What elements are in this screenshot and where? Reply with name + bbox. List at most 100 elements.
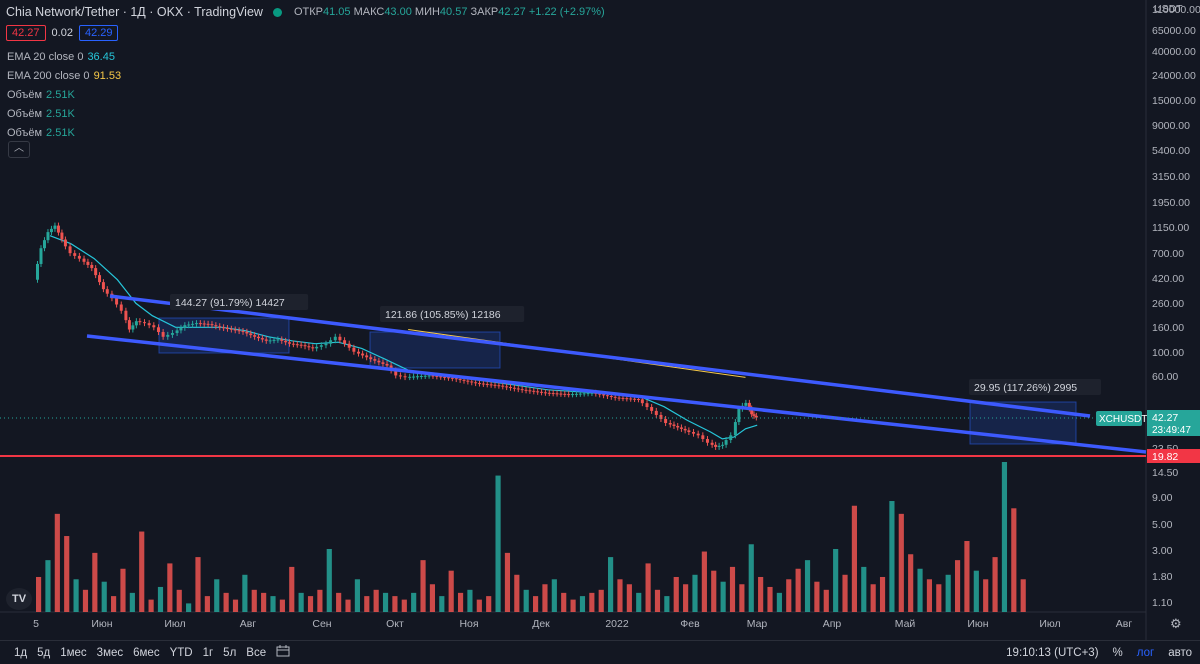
volume-bar — [467, 589, 473, 612]
horizontal-line[interactable] — [0, 417, 1146, 457]
time-tick-label: Июн — [967, 618, 988, 630]
tradingview-logo[interactable]: TV — [6, 588, 32, 610]
candle-body — [493, 384, 497, 386]
volume-bar — [579, 596, 586, 612]
volume-bar — [242, 574, 248, 612]
log-scale-toggle[interactable]: лог — [1136, 646, 1155, 659]
candle-body — [701, 435, 705, 440]
candle-body — [143, 322, 147, 324]
price-tick-label: 1.10 — [1152, 597, 1173, 609]
timeframe-1m[interactable]: 1мес — [60, 646, 87, 659]
volume-bar — [664, 596, 670, 612]
candle-body — [458, 379, 462, 381]
percent-scale-toggle[interactable]: % — [1112, 646, 1123, 659]
price-tick-label: 3.00 — [1152, 545, 1173, 557]
candle-body — [56, 225, 60, 233]
volume-bar — [954, 560, 961, 612]
gear-icon[interactable]: ⚙ — [1170, 616, 1182, 631]
volume-bar — [908, 554, 914, 612]
candle-body — [253, 335, 257, 337]
bid-price[interactable]: 42.27 — [6, 25, 46, 41]
volume-bar — [364, 596, 370, 612]
timeframe-5d[interactable]: 5д — [37, 646, 51, 659]
candle-body — [636, 399, 640, 401]
candle-body — [357, 351, 361, 354]
volume-bar — [354, 579, 360, 612]
volume-bar — [992, 557, 998, 612]
price-tick-label: 1950.00 — [1152, 197, 1190, 209]
volume-bar — [626, 584, 632, 612]
timeframe-5y[interactable]: 5л — [223, 646, 237, 659]
candle-body — [705, 439, 709, 443]
indicator-ema200[interactable]: EMA 200 close 0 91.53 — [7, 70, 122, 82]
timeframe-3m[interactable]: 3мес — [96, 646, 124, 659]
candle-body — [187, 324, 191, 326]
candle-body — [408, 376, 412, 378]
calendar-range-icon[interactable] — [276, 645, 290, 660]
clock[interactable]: 19:10:13 (UTC+3) — [1006, 646, 1099, 659]
candle-body — [640, 399, 644, 404]
candle-body — [105, 289, 109, 294]
price-tick-label: 14.50 — [1152, 467, 1178, 479]
ema20-path — [49, 235, 758, 440]
candle-body — [524, 389, 528, 391]
trend-channel[interactable] — [86, 294, 1147, 454]
candle-body — [555, 393, 559, 395]
market-status-icon[interactable] — [272, 7, 282, 17]
chevron-up-icon[interactable]: ︿ — [8, 141, 30, 158]
candle-body — [450, 377, 454, 379]
price-tick-label: 100.00 — [1152, 347, 1184, 359]
indicator-volume[interactable]: Объём 2.51K — [7, 108, 75, 120]
ask-price[interactable]: 42.29 — [78, 25, 119, 41]
indicator-ema20[interactable]: EMA 20 close 0 36.45 — [7, 51, 115, 63]
candle-body — [138, 321, 142, 323]
volume-bar — [317, 589, 323, 612]
volume-bar — [345, 599, 351, 612]
candle-body — [60, 232, 64, 240]
candle-body — [210, 324, 214, 326]
candle-body — [170, 333, 174, 335]
volume-bar — [833, 548, 839, 612]
spread-value: 0.02 — [51, 27, 73, 39]
candle-body — [696, 433, 700, 436]
volume-bar — [167, 563, 173, 612]
candle-body — [563, 393, 567, 395]
volume-bar — [748, 544, 754, 612]
last-price-box — [1147, 410, 1200, 436]
volume-bar — [298, 592, 304, 612]
symbol-title[interactable]: Chia Network/Tether · 1Д · OKX · Trading… — [6, 5, 263, 19]
candle-body — [516, 388, 520, 390]
price-tick-label: 5400.00 — [1152, 145, 1190, 157]
volume-bar — [251, 589, 257, 612]
auto-scale-toggle[interactable]: авто — [1168, 646, 1192, 659]
price-axis[interactable]: 110000.00 65000.00 40000.00 24000.00 15000.0… — [1152, 3, 1200, 631]
volume-bar — [842, 574, 848, 612]
price-tick-label: 40000.00 — [1152, 46, 1196, 58]
timeframe-all[interactable]: Все — [246, 646, 267, 659]
volume-bar — [476, 599, 482, 612]
time-tick-label: Апр — [823, 618, 842, 630]
candle-body — [466, 380, 470, 382]
volume-bar — [504, 552, 511, 612]
candle-body — [398, 375, 402, 377]
currency-label: USDT — [1154, 3, 1183, 15]
timeframe-6m[interactable]: 6мес — [133, 646, 160, 659]
candle-body — [613, 396, 617, 398]
candle-body — [687, 430, 691, 433]
candle-body — [333, 336, 337, 341]
candle-body — [36, 263, 39, 280]
price-tick-label: 9.00 — [1152, 492, 1173, 504]
indicator-volume[interactable]: Объём 2.51K — [7, 89, 75, 101]
time-axis[interactable]: 5 Июн Июл Авг Сен Окт Ноя Дек 2022 Фев Мар Апр Май Ию… — [33, 618, 1132, 630]
timeframe-ytd[interactable]: YTD — [169, 646, 193, 659]
volume-bar — [195, 557, 201, 612]
timeframe-1y[interactable]: 1г — [202, 646, 214, 659]
volume-bar — [917, 568, 923, 612]
volume-bar — [73, 579, 79, 612]
chart[interactable]: 110000.00 65000.00 40000.00 24000.00 15000.0… — [0, 0, 1200, 640]
candle-body — [605, 395, 609, 397]
indicator-volume[interactable]: Объём 2.51K — [7, 127, 75, 139]
volume-bar — [457, 592, 464, 612]
volume-bar — [786, 579, 792, 612]
timeframe-1d[interactable]: 1д — [14, 646, 28, 659]
